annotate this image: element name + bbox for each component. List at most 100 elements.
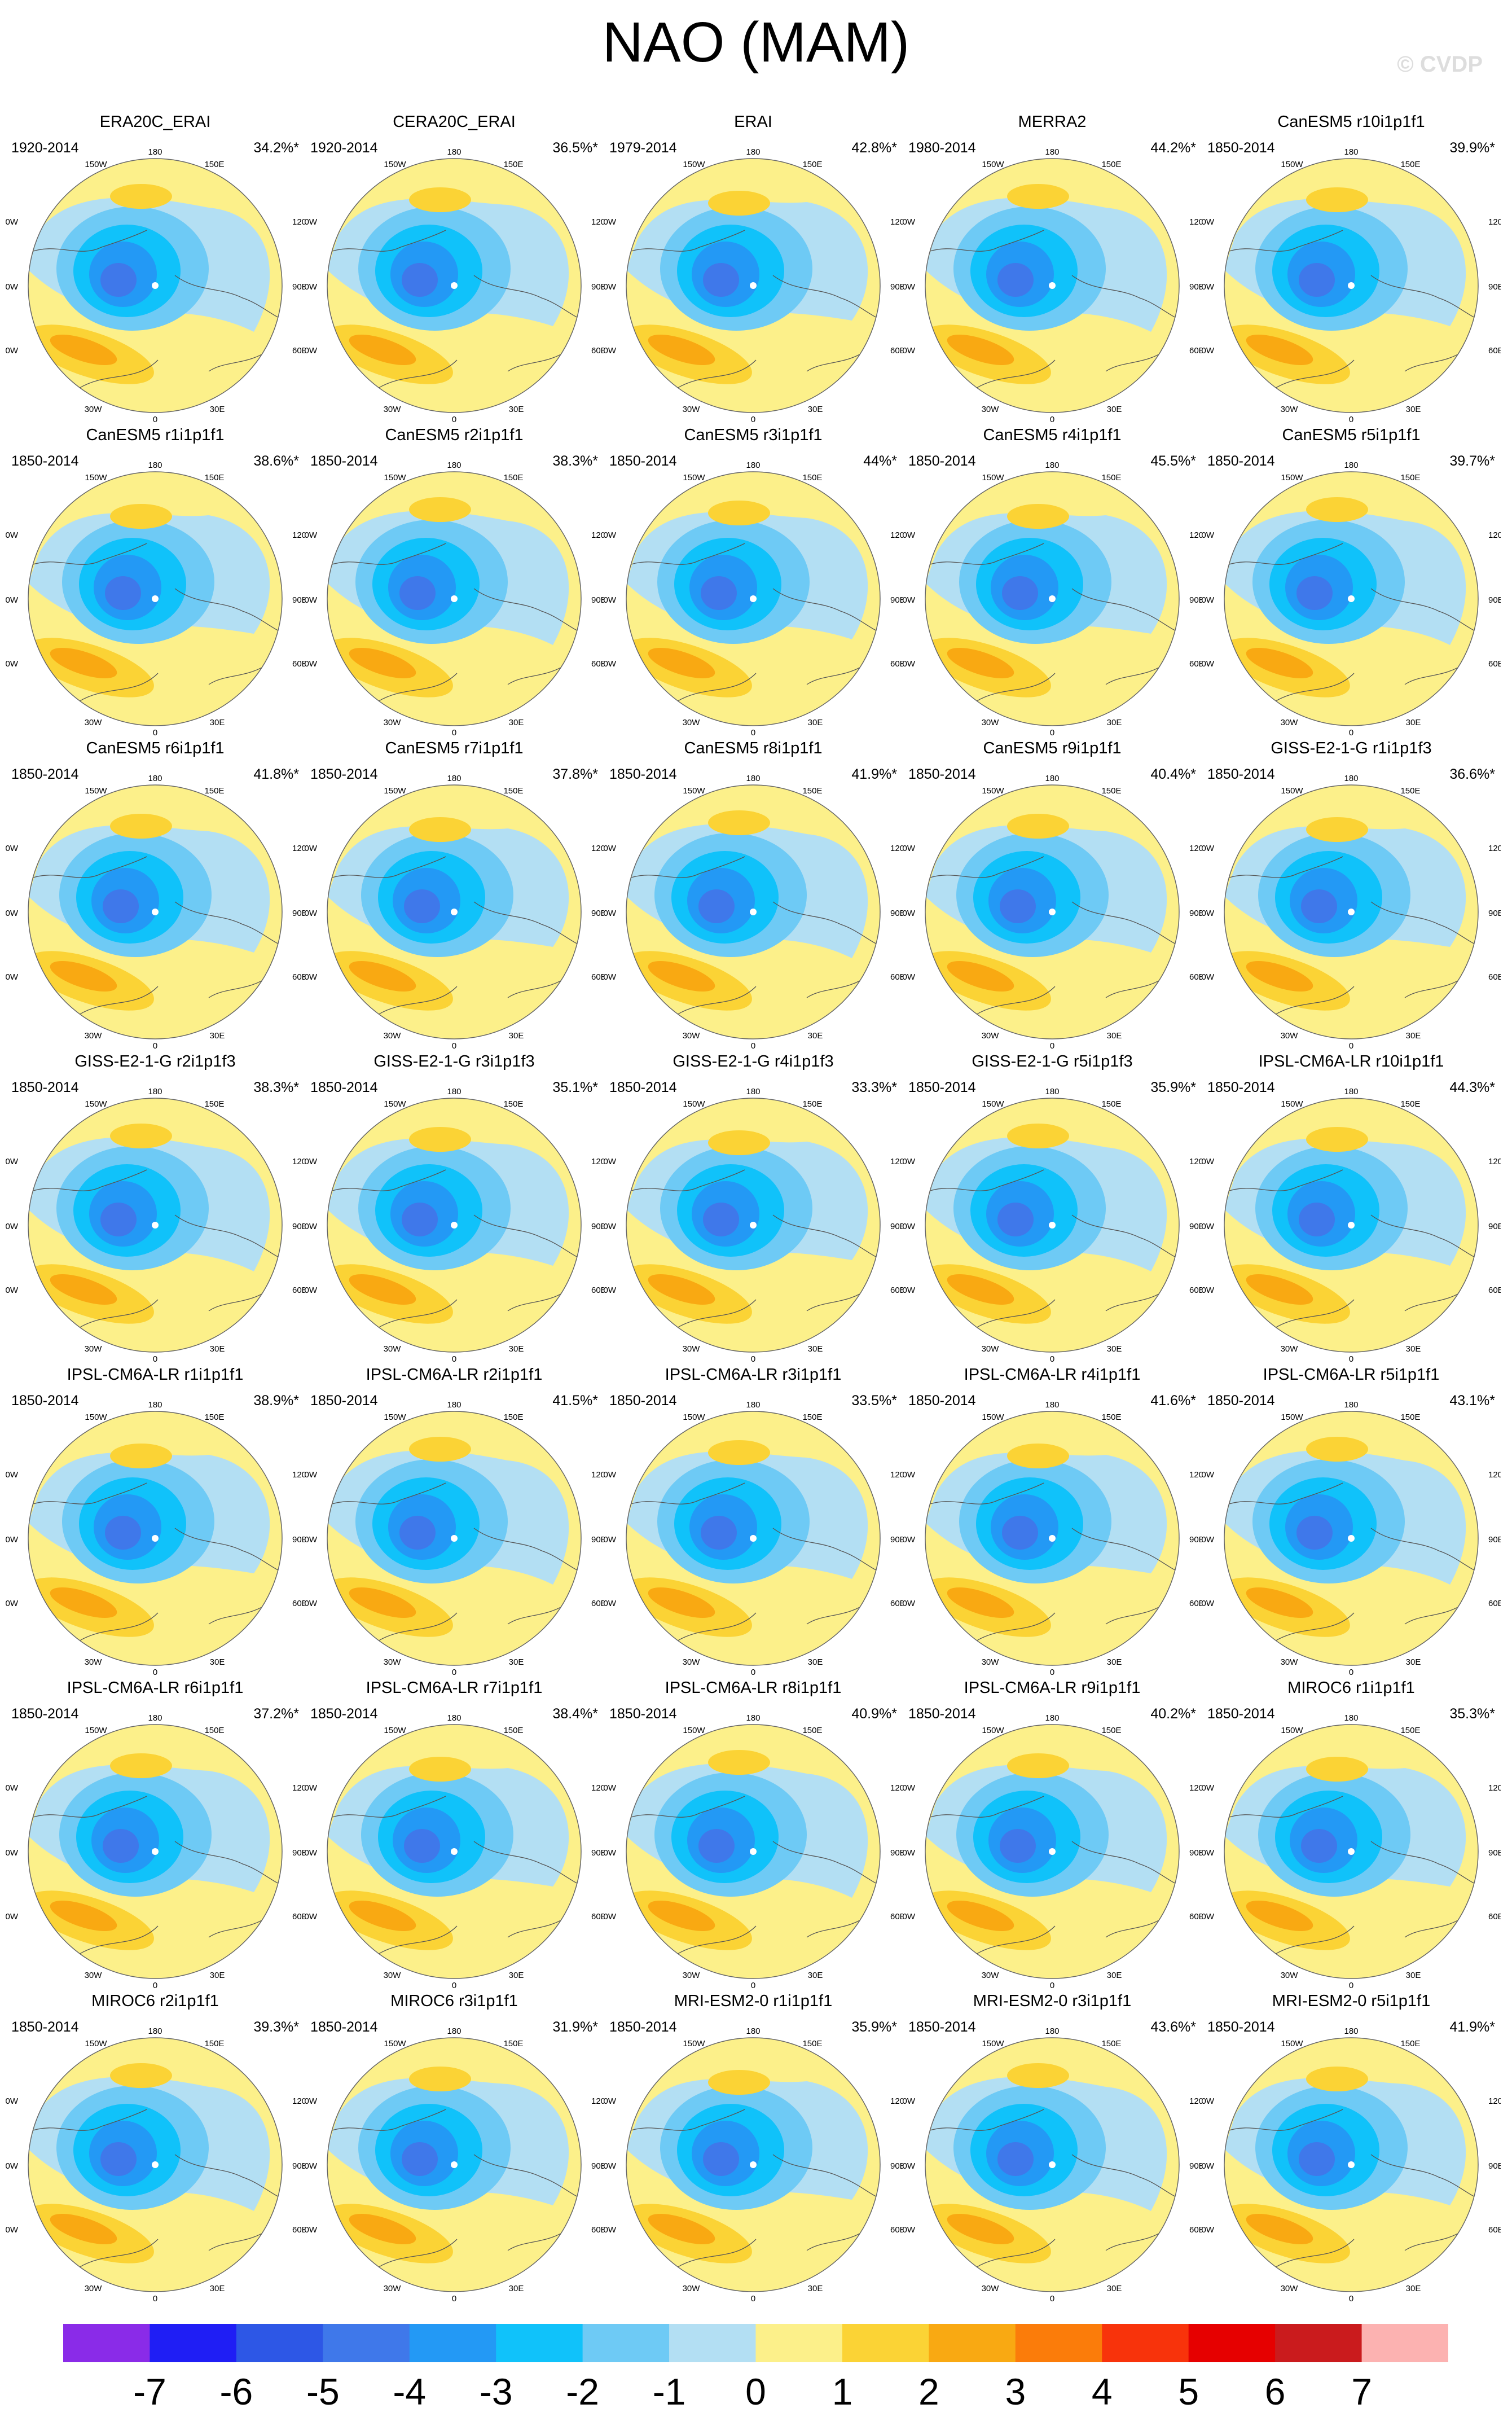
longitude-label: 150E bbox=[802, 1412, 822, 1422]
polar-map: 180 150W 150E 120W 120E 90W 90E 60W 60E 30W 30E 0 bbox=[903, 460, 1202, 738]
longitude-label: 120E bbox=[1189, 1470, 1202, 1480]
panel-variance-pct: 35.1%* bbox=[552, 1080, 598, 1095]
longitude-label: 30E bbox=[1107, 1344, 1122, 1354]
longitude-label: 180 bbox=[447, 1713, 461, 1723]
longitude-label: 30W bbox=[982, 718, 1000, 727]
longitude-label: 30W bbox=[683, 1657, 701, 1667]
longitude-label: 90E bbox=[890, 282, 903, 292]
longitude-label: 30E bbox=[210, 1344, 225, 1354]
contour-positive-pacific bbox=[1306, 1127, 1368, 1152]
contour-positive-3 bbox=[1246, 1274, 1313, 1305]
coastlines bbox=[327, 1482, 581, 1642]
panel-period: 1850-2014 bbox=[11, 766, 79, 782]
panel-variance-pct: 38.6%* bbox=[253, 453, 299, 469]
longitude-label: 0 bbox=[452, 1041, 456, 1051]
map-panel: IPSL-CM6A-LR r9i1p1f1 1850-2014 40.2%* 180 1… bbox=[903, 1679, 1202, 1992]
map-border bbox=[1224, 2037, 1479, 2292]
contour-positive-pacific bbox=[708, 2070, 770, 2095]
longitude-label: 30E bbox=[1107, 718, 1122, 727]
map-panel: GISS-E2-1-G r2i1p1f3 1850-2014 38.3%* 180 15… bbox=[6, 1052, 305, 1366]
contour-positive-pacific bbox=[110, 814, 172, 839]
longitude-label: 120W bbox=[604, 1783, 617, 1793]
longitude-label: 150E bbox=[1101, 1726, 1121, 1735]
longitude-label: 30E bbox=[509, 1344, 524, 1354]
longitude-label: 120E bbox=[591, 2096, 604, 2106]
coastlines bbox=[1224, 543, 1478, 702]
longitude-label: 90W bbox=[1202, 595, 1215, 605]
contour-positive-3 bbox=[947, 1587, 1014, 1618]
polar-map: 180 150W 150E 120W 120E 90W 90E 60W 60E 30W 30E 0 bbox=[903, 2026, 1202, 2304]
polar-map: 180 150W 150E 120W 120E 90W 90E 60W 60E 30W 30E 0 bbox=[1202, 460, 1501, 738]
polar-map: 180 150W 150E 120W 120E 90W 90E 60W 60E 30W 30E 0 bbox=[903, 147, 1202, 424]
map-border bbox=[28, 471, 283, 726]
longitude-label: 30W bbox=[384, 405, 402, 414]
longitude-label: 150E bbox=[1400, 473, 1420, 482]
longitude-label: 60W bbox=[1202, 1912, 1215, 1922]
panel-variance-pct: 38.3%* bbox=[253, 1080, 299, 1095]
panel-period: 1850-2014 bbox=[609, 1393, 677, 1409]
polar-map: 180 150W 150E 120W 120E 90W 90E 60W 60E 30W 30E 0 bbox=[305, 147, 604, 424]
longitude-label: 0 bbox=[751, 728, 755, 738]
longitude-label: 180 bbox=[1344, 460, 1358, 470]
contour-positive-pacific bbox=[110, 1753, 172, 1778]
longitude-label: 0 bbox=[1050, 1668, 1054, 1677]
longitude-label: 90E bbox=[591, 909, 604, 918]
longitude-label: 150W bbox=[683, 160, 705, 169]
pole-marker bbox=[1348, 282, 1355, 289]
panel-variance-pct: 35.9%* bbox=[851, 2019, 897, 2035]
longitude-label: 0 bbox=[153, 728, 157, 738]
contour-negative-5 bbox=[404, 889, 440, 923]
longitude-label: 150W bbox=[982, 1099, 1004, 1109]
panel-variance-pct: 44.3%* bbox=[1449, 1080, 1495, 1095]
longitude-label: 0 bbox=[452, 415, 456, 424]
colorbar-swatch bbox=[755, 2324, 843, 2362]
contour-positive-3 bbox=[947, 2214, 1014, 2244]
longitude-label: 30E bbox=[808, 1031, 823, 1041]
longitude-label: 180 bbox=[447, 774, 461, 783]
coastlines bbox=[327, 1796, 581, 1955]
panel-variance-pct: 41.8%* bbox=[253, 766, 299, 782]
map-panel: MRI-ESM2-0 r1i1p1f1 1850-2014 35.9%* 180 150… bbox=[604, 1992, 903, 2305]
longitude-label: 180 bbox=[1045, 460, 1059, 470]
panel-variance-pct: 35.3%* bbox=[1449, 1706, 1495, 1722]
longitude-label: 30W bbox=[384, 2284, 402, 2293]
coastlines bbox=[327, 856, 581, 1015]
contour-negative-5 bbox=[1002, 576, 1038, 610]
longitude-label: 120E bbox=[890, 1470, 903, 1480]
map-border bbox=[626, 2037, 881, 2292]
contour-positive-pacific bbox=[1306, 1437, 1368, 1462]
panel-period: 1850-2014 bbox=[908, 1393, 976, 1409]
contour-positive-pacific bbox=[1306, 1757, 1368, 1782]
longitude-label: 150W bbox=[384, 1726, 406, 1735]
longitude-label: 120E bbox=[1488, 530, 1501, 540]
longitude-label: 30W bbox=[85, 1344, 103, 1354]
longitude-label: 30E bbox=[808, 405, 823, 414]
longitude-label: 60E bbox=[1189, 1286, 1202, 1295]
panel-variance-pct: 35.9%* bbox=[1150, 1080, 1196, 1095]
longitude-label: 120W bbox=[903, 217, 916, 227]
panel-title: MIROC6 r3i1p1f1 bbox=[390, 1992, 518, 2010]
longitude-label: 150E bbox=[1101, 473, 1121, 482]
longitude-label: 90E bbox=[1488, 1848, 1501, 1858]
longitude-label: 90W bbox=[305, 282, 318, 292]
longitude-label: 120W bbox=[305, 530, 318, 540]
longitude-label: 60W bbox=[903, 1912, 916, 1922]
panel-title: CanESM5 r5i1p1f1 bbox=[1282, 426, 1421, 444]
panel-period: 1850-2014 bbox=[908, 2019, 976, 2035]
contour-positive-pacific bbox=[409, 187, 471, 212]
panel-title: CanESM5 r4i1p1f1 bbox=[983, 426, 1122, 444]
longitude-label: 150W bbox=[384, 786, 406, 796]
longitude-label: 180 bbox=[148, 147, 162, 157]
longitude-label: 60W bbox=[903, 346, 916, 356]
panel-variance-pct: 41.9%* bbox=[851, 766, 897, 782]
longitude-label: 90W bbox=[903, 909, 916, 918]
longitude-label: 90W bbox=[305, 1848, 318, 1858]
map-panel: GISS-E2-1-G r4i1p1f3 1850-2014 33.3%* 180 15… bbox=[604, 1052, 903, 1366]
panel-variance-pct: 42.8%* bbox=[851, 140, 897, 156]
polar-map: 180 150W 150E 120W 120E 90W 90E 60W 60E 30W 30E 0 bbox=[604, 1087, 903, 1364]
longitude-label: 30E bbox=[1107, 405, 1122, 414]
panel-period: 1920-2014 bbox=[310, 140, 378, 156]
map-border bbox=[28, 1411, 283, 1666]
longitude-label: 150E bbox=[802, 473, 822, 482]
longitude-label: 150E bbox=[204, 473, 224, 482]
